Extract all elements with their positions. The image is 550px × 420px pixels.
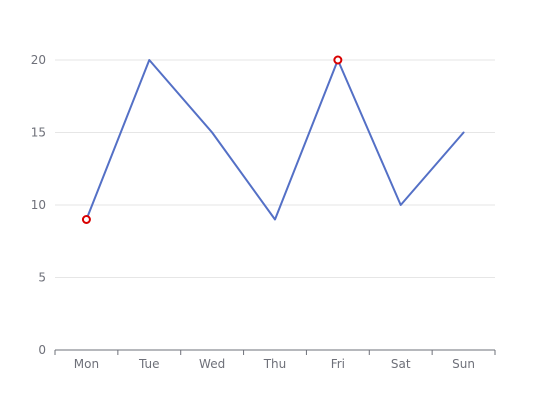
highlight-point [81, 215, 91, 224]
x-tick-label: Thu [263, 357, 287, 371]
highlight-point [333, 55, 343, 65]
y-tick-label: 5 [38, 271, 46, 285]
y-tick-label: 15 [31, 126, 46, 140]
series-line [85, 59, 465, 221]
series-layer [85, 59, 465, 221]
grid-lines [55, 59, 495, 278]
axes: 0 5 10 15 20 Mon Tue Wed Thu Fri Sat Sun [31, 53, 496, 371]
x-tick-label: Fri [331, 357, 345, 371]
x-tick-label: Sat [391, 357, 411, 371]
x-tick-label: Sun [452, 357, 475, 371]
x-tick-label: Mon [74, 357, 99, 371]
y-tick-label: 0 [38, 343, 46, 357]
y-tick-label: 20 [31, 53, 46, 67]
y-tick-label: 10 [31, 198, 46, 212]
highlight-points [81, 55, 343, 224]
x-tick-label: Tue [138, 357, 160, 371]
x-tick-label: Wed [199, 357, 225, 371]
